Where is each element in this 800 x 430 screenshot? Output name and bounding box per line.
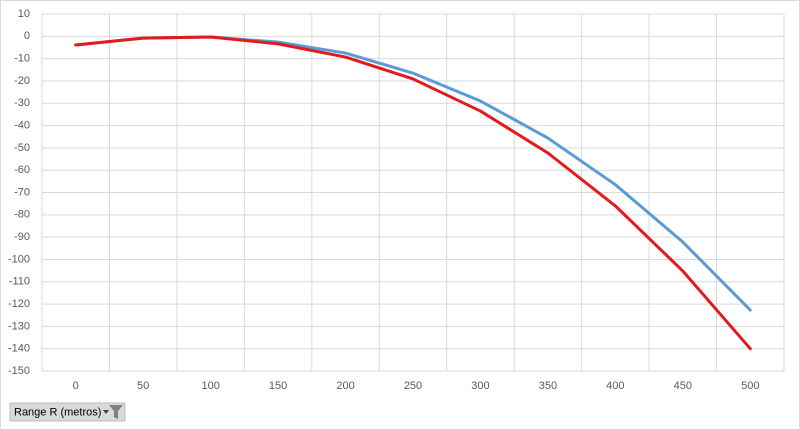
x-tick-label: 500 xyxy=(741,380,759,392)
x-tick-label: 250 xyxy=(404,380,422,392)
field-button-bg xyxy=(9,402,126,422)
y-tick-label: -80 xyxy=(14,209,30,221)
y-tick-label: -150 xyxy=(8,365,30,377)
y-tick-label: -50 xyxy=(14,142,30,154)
y-tick-label: -110 xyxy=(9,276,30,288)
y-tick-label: -10 xyxy=(14,53,30,65)
x-tick-label: 200 xyxy=(336,380,354,392)
y-tick-label: -100 xyxy=(8,253,30,265)
y-tick-label: -70 xyxy=(14,186,30,198)
field-button[interactable]: Range R (metros) xyxy=(9,402,126,422)
y-tick-label: -30 xyxy=(14,97,30,109)
gridlines xyxy=(41,13,785,372)
y-tick-label: -90 xyxy=(14,231,30,243)
y-tick-label: -40 xyxy=(14,119,30,131)
x-tick-label: 0 xyxy=(73,380,79,392)
dropdown-arrow xyxy=(103,410,109,414)
y-tick-label: -130 xyxy=(8,320,30,332)
y-tick-label: -20 xyxy=(14,75,30,87)
x-tick-label: 400 xyxy=(606,380,624,392)
x-tick-label: 450 xyxy=(674,380,692,392)
x-tick-label: 300 xyxy=(471,380,489,392)
series-line xyxy=(74,35,752,351)
y-tick-label: 0 xyxy=(24,30,30,42)
x-tick-label: 50 xyxy=(137,380,149,392)
y-tick-label: 10 xyxy=(18,8,30,20)
field-button-label: Range R (metros) xyxy=(14,406,101,418)
x-tick-label: 100 xyxy=(201,380,219,392)
x-tick-label: 350 xyxy=(539,380,557,392)
filter-icon xyxy=(109,405,123,419)
y-tick-label: -60 xyxy=(14,164,30,176)
y-tick-label: -120 xyxy=(8,298,30,310)
y-tick-label: -140 xyxy=(8,343,30,355)
x-tick-label: 150 xyxy=(269,380,287,392)
